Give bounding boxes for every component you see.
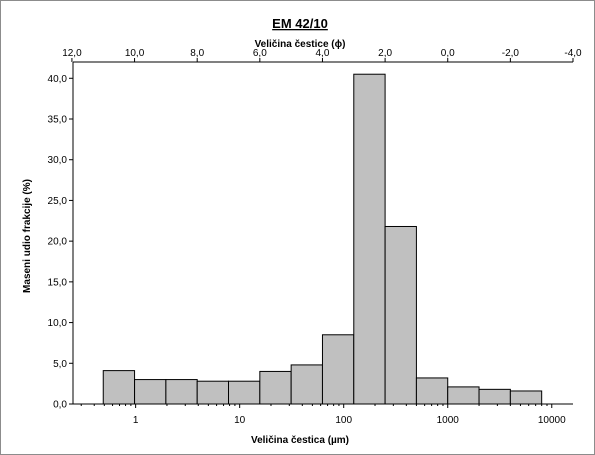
histogram-bar [321,334,355,405]
y-tick-label: 25,0 [48,196,68,207]
y-tick-label: 40,0 [48,74,68,85]
plot-area: 0,0 5,0 10,0 15,0 20,0 25,0 30,0 35,0 40,0 1 10 100… [48,48,583,426]
histogram-bar [290,364,323,405]
y-tick-label: 30,0 [48,155,68,166]
top-tick-label: -2,0 [502,48,520,59]
y-tick-label: 5,0 [53,359,67,370]
histogram-bar [259,370,292,405]
top-tick-label: 0,0 [441,48,455,59]
y-tick-label: 35,0 [48,115,68,126]
x-tick-label: 1000 [437,415,460,426]
top-tick-label: 10,0 [125,48,145,59]
x-tick-label: 10000 [538,415,566,426]
histogram-bar [353,73,386,405]
y-tick-label: 15,0 [48,277,68,288]
histogram-bar [415,377,449,405]
y-axis-title: Maseni udio frakcije (%) [22,179,33,293]
histogram-bar [447,386,480,405]
histogram-bar [509,390,543,405]
top-tick-label: 8,0 [190,48,204,59]
histogram-bar [102,370,136,405]
histogram-bar [165,379,198,405]
top-tick-label: 2,0 [378,48,392,59]
histogram-bar [196,380,230,405]
x-tick-label: 10 [234,415,246,426]
top-tick-label: 12,0 [62,48,82,59]
top-tick-label: -4,0 [564,48,582,59]
histogram-bar [134,379,167,405]
histogram-bar [228,380,261,405]
y-tick-label: 10,0 [48,318,68,329]
top-axis-title: Veličina čestice (ϕ) [255,39,346,50]
histogram-bar [478,388,511,405]
x-axis-title: Veličina čestica (µm) [251,435,349,446]
x-tick-label: 100 [335,415,352,426]
y-tick-label: 0,0 [53,400,67,411]
chart-title: EM 42/10 [272,16,328,31]
y-tick-label: 20,0 [48,237,68,248]
histogram-bar [384,225,417,405]
x-tick-label: 1 [133,415,139,426]
top-tick-label: 6,0 [253,48,267,59]
top-tick-label: 4,0 [316,48,330,59]
